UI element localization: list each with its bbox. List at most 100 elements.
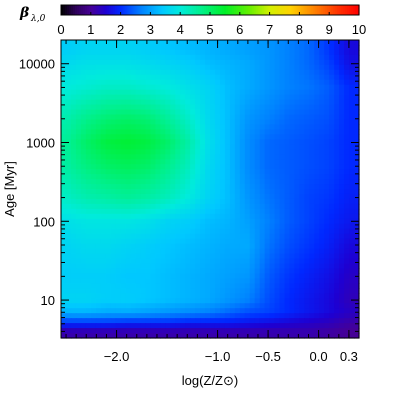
heatmap-cell — [135, 99, 142, 106]
heatmap-cell — [269, 258, 276, 265]
heatmap-cell — [210, 253, 216, 260]
heatmap-cell — [354, 154, 360, 160]
heatmap-cell — [279, 283, 286, 289]
heatmap-cell — [95, 184, 102, 190]
heatmap-cell — [289, 293, 296, 299]
heatmap-cell — [85, 263, 92, 270]
heatmap-cell — [170, 273, 176, 279]
heatmap-cell — [319, 164, 325, 170]
heatmap-cell — [259, 258, 266, 265]
heatmap-cell — [274, 149, 281, 155]
heatmap-cell — [125, 223, 132, 230]
heatmap-cell — [105, 318, 112, 324]
heatmap-cell — [264, 328, 271, 334]
heatmap-cell — [135, 89, 142, 96]
heatmap-cell — [334, 174, 340, 180]
heatmap-cell — [259, 89, 266, 96]
heatmap-cell — [284, 40, 291, 46]
heatmap-cell — [90, 328, 97, 334]
heatmap-cell — [264, 303, 271, 309]
heatmap-cell — [190, 318, 196, 324]
heatmap-cell — [135, 134, 142, 140]
heatmap-cell — [219, 298, 226, 304]
heatmap-cell — [195, 119, 201, 126]
heatmap-cell — [224, 174, 231, 180]
heatmap-cell — [145, 333, 151, 339]
heatmap-cell — [314, 283, 320, 289]
heatmap-cell — [249, 273, 256, 279]
heatmap-cell — [61, 159, 67, 165]
heatmap-cell — [210, 238, 216, 245]
heatmap-cell — [150, 74, 156, 81]
heatmap-cell — [354, 134, 360, 140]
heatmap-cell — [344, 40, 350, 46]
heatmap-cell — [210, 198, 216, 205]
heatmap-cell — [65, 263, 72, 270]
heatmap-cell — [155, 184, 161, 190]
heatmap-cell — [334, 198, 340, 205]
heatmap-cell — [319, 40, 325, 46]
heatmap-cell — [324, 273, 330, 279]
heatmap-cell — [309, 49, 315, 56]
heatmap-cell — [180, 119, 186, 126]
heatmap-cell — [344, 213, 350, 220]
heatmap-cell — [190, 69, 196, 76]
heatmap-cell — [339, 288, 345, 294]
heatmap-cell — [75, 54, 82, 61]
heatmap-cell — [210, 99, 216, 106]
heatmap-cell — [249, 94, 256, 101]
heatmap-cell — [90, 268, 97, 275]
heatmap-cell — [85, 333, 92, 339]
heatmap-cell — [254, 293, 261, 299]
heatmap-cell — [95, 139, 102, 145]
heatmap-cell — [314, 74, 320, 81]
heatmap-cell — [289, 139, 296, 145]
heatmap-cell — [219, 119, 226, 126]
colorbar-strip — [176, 5, 179, 15]
heatmap-cell — [249, 134, 256, 140]
heatmap-cell — [289, 149, 296, 155]
heatmap-cell — [334, 238, 340, 245]
heatmap-cell — [294, 54, 300, 61]
heatmap-cell — [140, 298, 147, 304]
heatmap-cell — [170, 278, 176, 284]
heatmap-cell — [299, 44, 305, 51]
heatmap-cell — [254, 268, 261, 275]
heatmap-cell — [319, 243, 325, 250]
heatmap-cell — [145, 69, 151, 76]
heatmap-cell — [135, 149, 142, 155]
heatmap-cell — [105, 64, 112, 71]
colorbar-strip — [323, 5, 326, 15]
heatmap-cell — [165, 198, 171, 205]
heatmap-cell — [95, 124, 102, 130]
heatmap-cell — [334, 40, 340, 46]
heatmap-cell — [155, 84, 161, 91]
heatmap-cell — [65, 193, 72, 200]
heatmap-cell — [180, 74, 186, 81]
heatmap-cell — [299, 89, 305, 96]
heatmap-cell — [110, 149, 117, 155]
heatmap-cell — [165, 84, 171, 91]
heatmap-cell — [100, 298, 107, 304]
heatmap-cell — [294, 238, 300, 245]
heatmap-cell — [309, 313, 315, 319]
heatmap-cell — [284, 69, 291, 76]
heatmap-cell — [264, 203, 271, 210]
heatmap-cell — [90, 258, 97, 265]
heatmap-cell — [135, 109, 142, 116]
heatmap-cell — [205, 189, 211, 195]
heatmap-cell — [334, 313, 340, 319]
heatmap-cell — [140, 313, 147, 319]
heatmap-cell — [85, 144, 92, 150]
heatmap-cell — [105, 179, 112, 185]
heatmap-cell — [210, 134, 216, 140]
heatmap-cell — [80, 104, 87, 111]
heatmap-cell — [229, 159, 236, 165]
heatmap-cell — [70, 238, 77, 245]
heatmap-cell — [65, 119, 72, 126]
heatmap-cell — [150, 283, 156, 289]
heatmap-cell — [205, 154, 211, 160]
heatmap-cell — [304, 208, 310, 215]
heatmap-cell — [289, 74, 296, 81]
heatmap-cell — [254, 69, 261, 76]
